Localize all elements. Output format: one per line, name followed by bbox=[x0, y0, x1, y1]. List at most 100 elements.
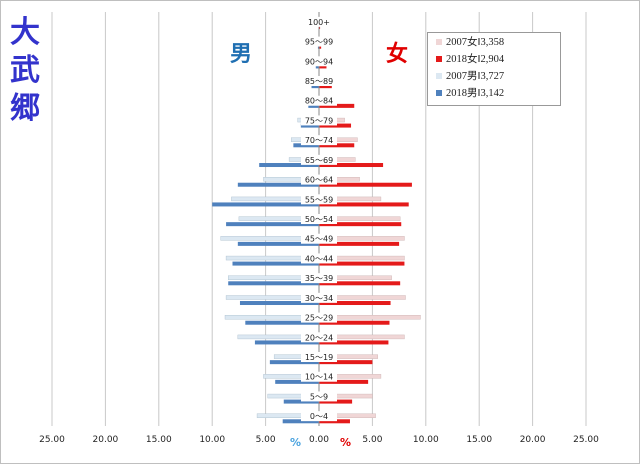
bar-2018-male bbox=[283, 399, 319, 404]
category-label: 35～39 bbox=[305, 274, 333, 283]
category-label: 55～59 bbox=[305, 195, 333, 204]
legend-swatch bbox=[436, 89, 442, 96]
bar-2018-male bbox=[228, 281, 319, 286]
legend-label: 2007男‖3,727 bbox=[446, 71, 505, 82]
bar-2018-female bbox=[319, 64, 327, 69]
female-label: 女 bbox=[386, 42, 409, 67]
male-label: 男 bbox=[230, 42, 253, 67]
category-label-bg bbox=[301, 76, 337, 86]
bar-2018-male bbox=[245, 320, 319, 325]
bar-2018-female bbox=[319, 123, 352, 128]
category-label: 65～69 bbox=[305, 156, 333, 165]
category-label-bg bbox=[301, 352, 337, 362]
title-char-3: 郷 bbox=[10, 91, 40, 126]
category-label-bg bbox=[301, 273, 337, 284]
bar-2018-female bbox=[319, 281, 401, 286]
category-label-bg bbox=[301, 411, 337, 422]
category-label: 15～19 bbox=[305, 353, 333, 362]
bar-2018-male bbox=[308, 103, 319, 108]
bar-2018-male bbox=[293, 143, 319, 148]
bar-2018-male bbox=[315, 64, 319, 69]
category-label-bg bbox=[301, 312, 337, 323]
bar-2018-male bbox=[269, 360, 319, 365]
bar-2018-female bbox=[319, 25, 321, 30]
x-tick-label: 15.00 bbox=[466, 435, 492, 445]
bar-2018-male bbox=[212, 202, 319, 207]
bar-2018-male bbox=[275, 379, 319, 384]
bar-2018-female bbox=[319, 261, 405, 266]
category-label: 60～64 bbox=[305, 176, 333, 185]
category-label: 95～99 bbox=[305, 38, 333, 47]
x-tick-label: 5.00 bbox=[362, 435, 382, 445]
legend-item-2007-female: 2007女‖3,358 bbox=[436, 35, 504, 51]
category-label: 85～89 bbox=[305, 77, 333, 86]
category-label-bg bbox=[301, 95, 337, 106]
x-tick-label: 10.00 bbox=[199, 435, 225, 445]
category-label-bg bbox=[301, 332, 337, 343]
bar-2018-female bbox=[319, 143, 355, 148]
legend-swatch bbox=[436, 55, 442, 62]
title-char-1: 大 bbox=[10, 15, 40, 50]
category-label-bg bbox=[301, 253, 337, 264]
bar-2018-female bbox=[319, 84, 332, 89]
bar-2018-male bbox=[300, 123, 319, 128]
category-label-bg bbox=[301, 135, 337, 146]
bar-2018-female bbox=[319, 222, 402, 227]
bar-2018-female bbox=[319, 182, 412, 187]
bar-2018-female bbox=[319, 301, 391, 306]
category-label: 5～9 bbox=[310, 392, 328, 401]
category-label: 40～44 bbox=[305, 254, 333, 263]
legend-label: 2007女‖3,358 bbox=[446, 37, 505, 48]
x-tick-label: 5.00 bbox=[256, 435, 276, 445]
bar-2018-female bbox=[319, 320, 390, 325]
category-label: 30～34 bbox=[305, 294, 333, 303]
bar-2018-female bbox=[319, 340, 389, 345]
category-label: 45～49 bbox=[305, 235, 333, 244]
title-char-2: 武 bbox=[10, 53, 40, 88]
legend-label: 2018女‖2,904 bbox=[446, 54, 505, 65]
x-tick-label: 15.00 bbox=[146, 435, 172, 445]
bar-2018-male bbox=[282, 419, 319, 424]
category-label-bg bbox=[301, 233, 337, 244]
category-label-bg bbox=[301, 154, 337, 165]
bar-2018-male bbox=[237, 241, 319, 246]
x-tick-label: 25.00 bbox=[39, 435, 65, 445]
x-tick-label: 20.00 bbox=[93, 435, 119, 445]
category-label: 20～24 bbox=[305, 333, 333, 342]
percent-label-male: % bbox=[290, 436, 302, 449]
legend-item-2018-male: 2018男‖3,142 bbox=[436, 86, 504, 102]
category-label-bg bbox=[301, 115, 337, 126]
category-label-bg bbox=[301, 292, 337, 303]
bar-2018-male bbox=[311, 84, 319, 89]
bar-2018-male bbox=[254, 340, 319, 345]
bar-2018-male bbox=[237, 182, 319, 187]
category-label: 50～54 bbox=[305, 215, 333, 224]
legend-swatch bbox=[436, 72, 442, 79]
bar-2018-female bbox=[319, 379, 369, 384]
category-label-bg bbox=[301, 36, 337, 47]
bar-2018-female bbox=[319, 103, 355, 108]
category-label-bg bbox=[301, 391, 337, 402]
category-label: 25～29 bbox=[305, 314, 333, 323]
category-label-bg bbox=[301, 214, 337, 224]
category-label: 90～94 bbox=[305, 57, 333, 66]
bar-2018-male bbox=[226, 222, 319, 227]
bar-2018-female bbox=[319, 360, 373, 365]
bar-2018-male bbox=[239, 301, 319, 306]
category-label-bg bbox=[301, 56, 337, 67]
x-tick-label: 10.00 bbox=[413, 435, 439, 445]
bar-2018-female bbox=[319, 44, 322, 49]
percent-label-female: % bbox=[340, 436, 352, 449]
bar-2018-male bbox=[232, 261, 319, 266]
x-tick-label: 0.00 bbox=[309, 435, 329, 445]
category-label: 80～84 bbox=[305, 97, 333, 106]
legend-item-2018-female: 2018女‖2,904 bbox=[436, 52, 504, 68]
category-label-bg bbox=[301, 174, 337, 185]
bar-2018-female bbox=[319, 202, 409, 207]
x-tick-label: 25.00 bbox=[573, 435, 599, 445]
legend-swatch bbox=[436, 38, 442, 45]
bar-2018-female bbox=[319, 163, 384, 168]
category-label: 70～74 bbox=[305, 136, 333, 145]
bar-2018-female bbox=[319, 419, 350, 424]
